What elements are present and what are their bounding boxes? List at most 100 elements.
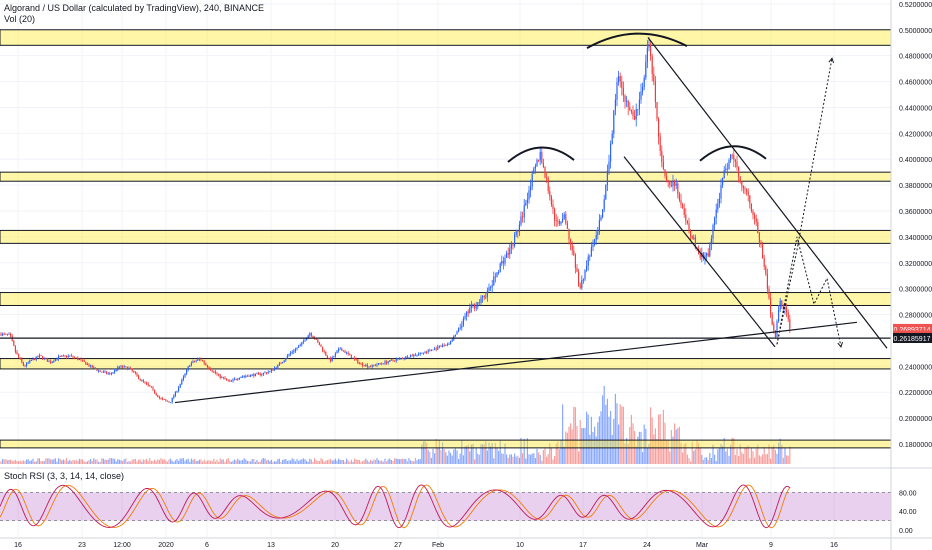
candle-body: [414, 354, 416, 356]
volume-bar: [734, 454, 736, 464]
volume-bar: [629, 427, 631, 464]
candle-body: [114, 370, 116, 373]
candle-body: [614, 99, 616, 111]
candle-body: [195, 360, 197, 362]
candle-body: [174, 391, 176, 396]
volume-bar: [11, 460, 13, 464]
volume-bar: [290, 460, 292, 464]
volume-bar: [562, 404, 564, 464]
volume-bar: [264, 458, 266, 464]
candle-body: [654, 81, 656, 103]
time-tick-label: 9: [769, 542, 773, 549]
volume-bar: [40, 461, 42, 464]
candle-body: [117, 367, 119, 371]
volume-bar: [770, 458, 772, 464]
candle-body: [320, 345, 322, 347]
volume-bar: [38, 458, 40, 464]
volume-bar: [491, 443, 493, 464]
projection-down-arrow: [837, 341, 843, 348]
candle-body: [309, 333, 311, 336]
candle-body: [718, 198, 720, 204]
candle-body: [694, 237, 696, 249]
candle-body: [779, 300, 781, 310]
candle-body: [661, 151, 663, 162]
volume-bar: [221, 459, 223, 464]
candle-body: [158, 397, 160, 399]
candle-body: [530, 186, 532, 191]
volume-bar: [74, 460, 76, 464]
volume-bar: [173, 461, 175, 464]
volume-bar: [94, 459, 96, 464]
candle-body: [149, 385, 151, 387]
volume-bar: [630, 414, 632, 464]
volume-bar: [731, 437, 733, 464]
candle-body: [384, 361, 386, 364]
candle-body: [666, 175, 668, 182]
volume-bar: [442, 442, 444, 464]
candle-body: [248, 375, 250, 377]
volume-bar: [174, 460, 176, 464]
volume-bar: [216, 459, 218, 464]
candle-body: [275, 367, 277, 369]
candle-body: [720, 185, 722, 199]
volume-bar: [304, 459, 306, 464]
volume-bar: [755, 448, 757, 464]
candle-body: [222, 377, 224, 378]
candle-body: [77, 357, 79, 360]
candle-body: [571, 244, 573, 251]
volume-bar: [3, 459, 5, 464]
candle-body: [310, 333, 312, 336]
candle-body: [714, 217, 716, 226]
volume-bar: [578, 451, 580, 464]
candle-body: [125, 366, 127, 368]
volume-bar: [218, 461, 220, 464]
volume-bar: [704, 457, 706, 464]
candle-body: [480, 297, 482, 303]
candle-body: [462, 318, 464, 326]
candle-body: [14, 345, 16, 352]
candle-body: [208, 367, 210, 369]
rsi-label: Stoch RSI (3, 3, 14, 14, close): [4, 471, 125, 481]
candle-body: [613, 110, 615, 134]
candle-body: [709, 244, 711, 257]
candle-body: [245, 376, 247, 377]
volume-bar: [682, 452, 684, 464]
volume-bar: [230, 461, 232, 464]
volume-bar: [219, 458, 221, 464]
volume-bar: [227, 458, 229, 464]
volume-bar: [374, 459, 376, 464]
candle-body: [461, 325, 463, 328]
candle-body: [512, 244, 514, 246]
candle-body: [626, 100, 628, 102]
candle-body: [608, 161, 610, 171]
candle-body: [256, 373, 258, 375]
candle-body: [296, 347, 298, 350]
candle-body: [285, 358, 287, 361]
volume-bar: [88, 460, 90, 464]
volume-bar: [698, 443, 700, 464]
candle-body: [584, 270, 586, 280]
volume-bar: [394, 458, 396, 464]
volume-bar: [701, 454, 703, 464]
candle-body: [659, 136, 661, 152]
volume-bar: [451, 455, 453, 464]
volume-bar: [622, 406, 624, 464]
candle-body: [744, 188, 746, 190]
volume-bar: [214, 461, 216, 464]
volume-bar: [101, 458, 103, 464]
volume-bar: [558, 449, 560, 464]
candle-body: [712, 225, 714, 239]
volume-bar: [187, 458, 189, 464]
volume-bar: [240, 460, 242, 464]
volume-bar: [568, 426, 570, 464]
volume-bar: [688, 458, 690, 464]
volume-bar: [155, 461, 157, 464]
candle-body: [362, 363, 364, 366]
volume-bar: [485, 441, 487, 464]
candle-body: [728, 160, 730, 169]
volume-bar: [462, 455, 464, 464]
volume-bar: [46, 458, 48, 464]
